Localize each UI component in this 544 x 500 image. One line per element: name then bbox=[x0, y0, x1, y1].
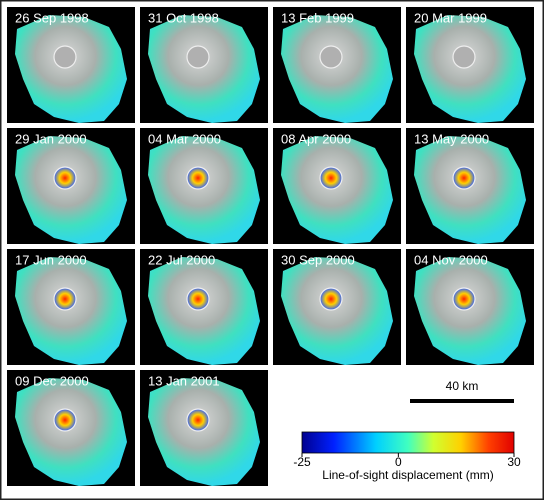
colorbar-label: Line-of-sight displacement (mm) bbox=[322, 468, 493, 482]
volcano-image bbox=[148, 136, 260, 244]
volcano-image bbox=[414, 257, 526, 365]
panel: 30 Sep 2000 bbox=[273, 249, 401, 365]
volcano-image bbox=[148, 15, 260, 123]
crater bbox=[186, 45, 210, 69]
crater bbox=[53, 287, 77, 311]
panel-date: 04 Mar 2000 bbox=[148, 131, 221, 146]
volcano-image bbox=[148, 257, 260, 365]
panel-date: 22 Jul 2000 bbox=[148, 252, 215, 267]
volcano-image bbox=[15, 15, 127, 123]
panel-date: 30 Sep 2000 bbox=[281, 252, 355, 267]
panel-date: 13 Jan 2001 bbox=[148, 373, 220, 388]
crater bbox=[53, 408, 77, 432]
volcano-image bbox=[15, 257, 127, 365]
volcano-image bbox=[281, 15, 393, 123]
panel: 04 Mar 2000 bbox=[140, 128, 268, 244]
crater bbox=[452, 45, 476, 69]
panel: 04 Nov 2000 bbox=[406, 249, 534, 365]
panel: 09 Dec 2000 bbox=[7, 370, 135, 486]
panel: 22 Jul 2000 bbox=[140, 249, 268, 365]
colorbar-tick-label: -25 bbox=[293, 455, 311, 469]
panel-date: 09 Dec 2000 bbox=[15, 373, 89, 388]
colorbar-tick-label: 0 bbox=[395, 455, 402, 469]
volcano-image bbox=[414, 136, 526, 244]
panel-date: 17 Jun 2000 bbox=[15, 252, 87, 267]
volcano-image bbox=[148, 378, 260, 486]
crater bbox=[53, 166, 77, 190]
volcano-image bbox=[281, 257, 393, 365]
crater bbox=[53, 45, 77, 69]
panel-date: 26 Sep 1998 bbox=[15, 10, 89, 25]
panel: 13 Feb 1999 bbox=[273, 7, 401, 123]
panel: 17 Jun 2000 bbox=[7, 249, 135, 365]
panel-date: 20 Mar 1999 bbox=[414, 10, 487, 25]
colorbar-tick-label: 30 bbox=[507, 455, 521, 469]
crater bbox=[186, 166, 210, 190]
panel-date: 13 May 2000 bbox=[414, 131, 489, 146]
crater bbox=[319, 45, 343, 69]
panel-date: 08 Apr 2000 bbox=[281, 131, 351, 146]
volcano-image bbox=[15, 136, 127, 244]
panel-date: 29 Jan 2000 bbox=[15, 131, 87, 146]
colorbar bbox=[301, 431, 515, 454]
volcano-image bbox=[414, 15, 526, 123]
panel: 08 Apr 2000 bbox=[273, 128, 401, 244]
colorbar-ticks: -25 0 30 bbox=[293, 453, 521, 469]
panel-date: 31 Oct 1998 bbox=[148, 10, 219, 25]
crater bbox=[319, 287, 343, 311]
panel: 20 Mar 1999 bbox=[406, 7, 534, 123]
panel: 29 Jan 2000 bbox=[7, 128, 135, 244]
volcano-image bbox=[15, 378, 127, 486]
crater bbox=[186, 408, 210, 432]
panel: 13 May 2000 bbox=[406, 128, 534, 244]
panel: 31 Oct 1998 bbox=[140, 7, 268, 123]
panel: 26 Sep 1998 bbox=[7, 7, 135, 123]
panel-date: 04 Nov 2000 bbox=[414, 252, 488, 267]
crater bbox=[452, 166, 476, 190]
panel: 13 Jan 2001 bbox=[140, 370, 268, 486]
volcano-image bbox=[281, 136, 393, 244]
crater bbox=[186, 287, 210, 311]
crater bbox=[452, 287, 476, 311]
panel-grid: 26 Sep 1998 31 Oct 1998 13 Feb 1999 20 Mar … bbox=[7, 7, 534, 486]
crater bbox=[319, 166, 343, 190]
panel-date: 13 Feb 1999 bbox=[281, 10, 354, 25]
scale-bar-label: 40 km bbox=[446, 379, 479, 393]
